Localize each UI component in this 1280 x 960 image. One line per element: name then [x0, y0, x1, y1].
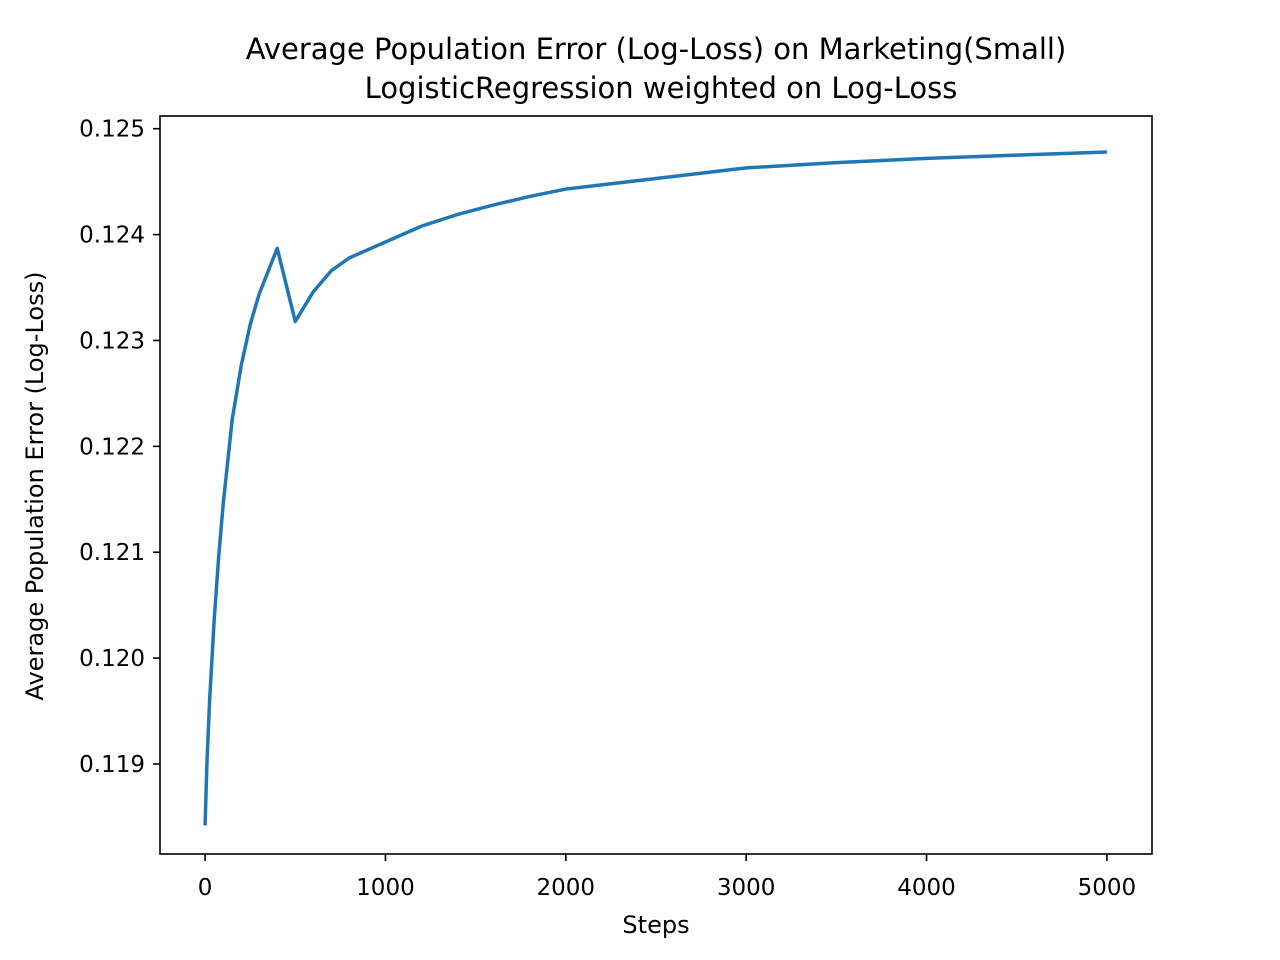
- y-tick-label: 0.124: [79, 223, 145, 249]
- y-tick-label: 0.121: [79, 540, 145, 566]
- plot-content: [203, 150, 1107, 826]
- y-axis-ticks: 0.119 0.120 0.121 0.122 0.123 0.124 0.125: [79, 117, 160, 778]
- series-line-0: [203, 150, 1107, 826]
- plot-frame: [159, 115, 1153, 855]
- y-tick-label: 0.125: [79, 117, 145, 143]
- x-tick-label: 1000: [356, 875, 415, 901]
- x-tick-label: 3000: [717, 875, 776, 901]
- x-tick-label: 5000: [1078, 875, 1137, 901]
- y-tick-label: 0.120: [79, 646, 145, 672]
- y-axis-label: Average Population Error (Log-Loss): [21, 272, 49, 701]
- y-tick-label: 0.123: [79, 328, 145, 354]
- x-tick-label: 4000: [897, 875, 956, 901]
- chart-title: Average Population Error (Log-Loss) on M…: [246, 32, 1067, 66]
- x-tick-label: 2000: [537, 875, 596, 901]
- y-tick-label: 0.119: [79, 752, 145, 778]
- x-axis-label: Steps: [622, 911, 689, 939]
- x-tick-label: 0: [198, 875, 213, 901]
- x-axis-ticks: 0 1000 2000 3000 4000 5000: [198, 854, 1136, 901]
- y-tick-label: 0.122: [79, 434, 145, 460]
- chart-subtitle: LogisticRegression weighted on Log-Loss: [365, 71, 958, 105]
